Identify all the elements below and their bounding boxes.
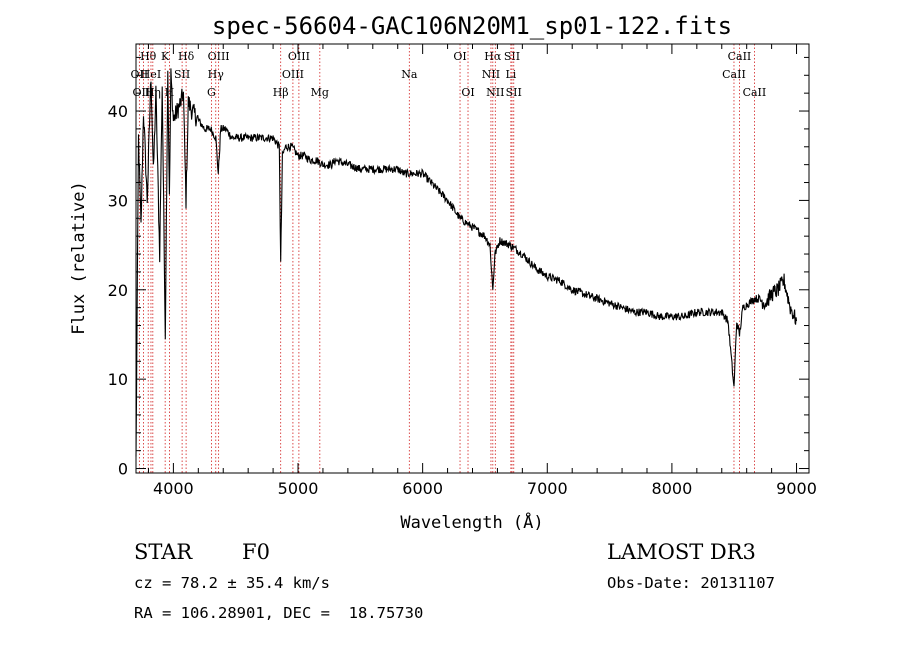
line-label-11: G	[207, 86, 216, 99]
y-tick-label: 30	[108, 191, 128, 210]
line-label-22: SII	[504, 50, 520, 63]
line-label-19: Hα	[484, 50, 502, 63]
line-label-26: CaII	[722, 68, 746, 81]
line-label-4: Hη	[145, 86, 161, 99]
line-label-0: Hθ	[140, 50, 157, 63]
line-label-24: SII	[506, 86, 522, 99]
line-label-27: CaII	[743, 86, 767, 99]
line-label-16: Na	[401, 68, 418, 81]
line-label-12: Hβ	[273, 86, 289, 99]
y-tick-label: 10	[108, 370, 128, 389]
line-label-8: SII	[174, 68, 190, 81]
line-label-13: OIII	[288, 50, 310, 63]
y-tick-label: 0	[118, 460, 128, 479]
y-tick-label: 40	[108, 102, 128, 121]
line-label-25: CaII	[728, 50, 752, 63]
line-label-23: Li	[505, 68, 516, 81]
line-label-5: K	[161, 50, 170, 63]
object-subclass: F0	[242, 540, 270, 564]
line-label-6: H	[165, 86, 175, 99]
x-tick-label: 6000	[402, 479, 443, 498]
line-label-18: OI	[461, 86, 474, 99]
line-label-21: NII	[486, 86, 504, 99]
chart-title: spec-56604-GAC106N20M1_sp01-122.fits	[212, 12, 732, 40]
line-label-14: OIII	[282, 68, 304, 81]
coordinates: RA = 106.28901, DEC = 18.75730	[134, 604, 424, 622]
plot-frame	[135, 43, 810, 474]
line-label-7: Hδ	[178, 50, 195, 63]
x-tick-label: 4000	[153, 479, 194, 498]
axis-ticks: 4000 5000 6000 7000 8000 9000 0 10 20 30 40	[108, 44, 817, 498]
y-tick-label: 20	[108, 281, 128, 300]
line-label-10: Hγ	[208, 68, 225, 81]
line-label-15: Mg	[311, 86, 329, 99]
line-label-1: OII	[131, 68, 149, 81]
x-tick-label: 7000	[527, 479, 568, 498]
redshift-cz: cz = 78.2 ± 35.4 km/s	[134, 574, 330, 592]
line-label-3: OIII	[132, 86, 154, 99]
survey-name: LAMOST DR3	[607, 540, 756, 564]
x-tick-label: 5000	[278, 479, 319, 498]
x-tick-label: 9000	[776, 479, 817, 498]
x-tick-label: 8000	[652, 479, 693, 498]
spectrum-line	[135, 68, 798, 457]
line-label-2: HeI	[141, 68, 161, 81]
object-class: STAR	[134, 540, 193, 564]
line-label-20: NII	[482, 68, 500, 81]
y-axis-label: Flux (relative)	[69, 181, 89, 335]
line-label-9: OIII	[208, 50, 230, 63]
observation-date: Obs-Date: 20131107	[607, 574, 775, 592]
line-label-17: OI	[453, 50, 466, 63]
x-axis-label: Wavelength (Å)	[400, 511, 543, 533]
